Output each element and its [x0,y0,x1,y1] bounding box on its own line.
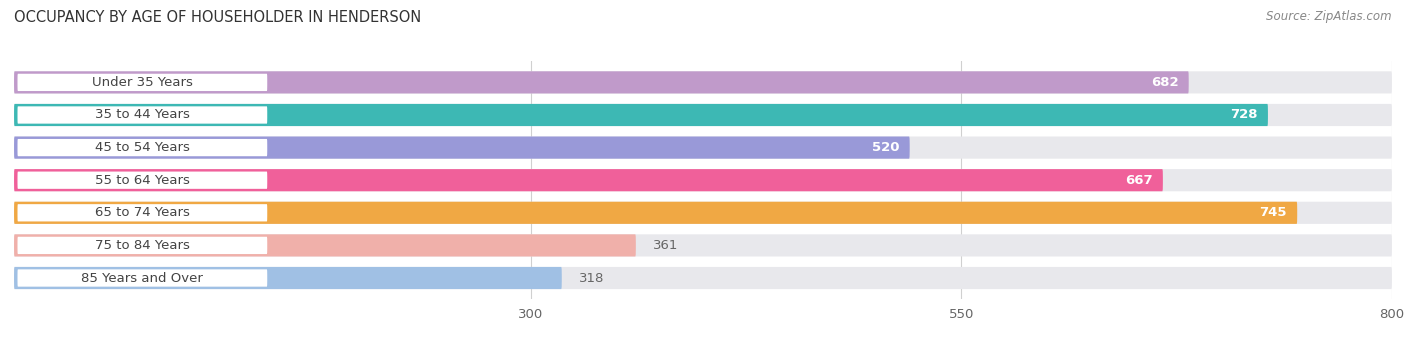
FancyBboxPatch shape [14,267,562,289]
Text: Under 35 Years: Under 35 Years [91,76,193,89]
FancyBboxPatch shape [14,202,1298,224]
Text: 65 to 74 Years: 65 to 74 Years [96,206,190,219]
FancyBboxPatch shape [17,172,267,189]
Text: 745: 745 [1260,206,1286,219]
Text: 667: 667 [1125,174,1153,187]
FancyBboxPatch shape [14,137,1392,159]
Text: OCCUPANCY BY AGE OF HOUSEHOLDER IN HENDERSON: OCCUPANCY BY AGE OF HOUSEHOLDER IN HENDE… [14,10,422,25]
FancyBboxPatch shape [14,267,1392,289]
Text: 318: 318 [579,272,605,285]
Text: Source: ZipAtlas.com: Source: ZipAtlas.com [1267,10,1392,23]
FancyBboxPatch shape [17,237,267,254]
Text: 55 to 64 Years: 55 to 64 Years [96,174,190,187]
Text: 75 to 84 Years: 75 to 84 Years [96,239,190,252]
Text: 45 to 54 Years: 45 to 54 Years [96,141,190,154]
FancyBboxPatch shape [14,234,636,256]
FancyBboxPatch shape [14,137,910,159]
FancyBboxPatch shape [14,169,1163,191]
FancyBboxPatch shape [14,202,1392,224]
FancyBboxPatch shape [14,169,1392,191]
FancyBboxPatch shape [17,74,267,91]
FancyBboxPatch shape [14,104,1392,126]
Text: 35 to 44 Years: 35 to 44 Years [96,108,190,121]
FancyBboxPatch shape [14,234,1392,256]
FancyBboxPatch shape [14,71,1392,94]
Text: 728: 728 [1230,108,1257,121]
FancyBboxPatch shape [17,106,267,124]
FancyBboxPatch shape [17,204,267,221]
Text: 85 Years and Over: 85 Years and Over [82,272,204,285]
FancyBboxPatch shape [14,71,1188,94]
Text: 361: 361 [652,239,679,252]
Text: 682: 682 [1150,76,1178,89]
FancyBboxPatch shape [14,104,1268,126]
Text: 520: 520 [872,141,900,154]
FancyBboxPatch shape [17,269,267,287]
FancyBboxPatch shape [17,139,267,156]
